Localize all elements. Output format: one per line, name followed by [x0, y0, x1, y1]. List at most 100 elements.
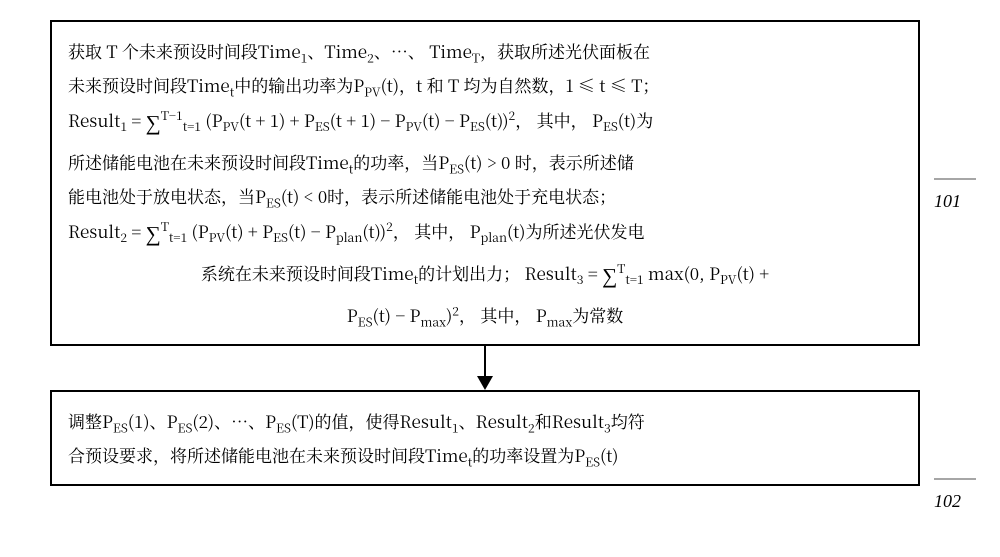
txt: 和 — [535, 408, 552, 433]
step-box-102: 调整PES(1)、PES(2)、…、PES(T)的值，使得Result1、Res… — [50, 390, 920, 486]
txt: P — [347, 302, 358, 327]
txt: (t) + — [736, 260, 769, 285]
txt: 的功率设置为 — [472, 442, 574, 467]
sup: T — [161, 217, 169, 235]
txt: (t + 1) − P — [330, 107, 406, 132]
txt: P — [255, 183, 266, 208]
sub: 3 — [577, 270, 584, 288]
txt: 、 — [307, 38, 324, 63]
txt: (t)为 — [618, 107, 653, 132]
txt: P — [574, 442, 585, 467]
txt: 均符 — [611, 408, 645, 433]
txt: P — [265, 408, 276, 433]
txt: (t)) — [485, 107, 509, 132]
sigma-icon: ∑ — [602, 255, 617, 298]
txt: Result — [524, 260, 576, 285]
txt: 未来预设时间段 — [68, 72, 187, 97]
txt: ， 其中， P — [459, 302, 547, 327]
sub: ES — [358, 312, 373, 330]
sub: T — [472, 48, 480, 66]
sub: t=1 — [183, 117, 201, 135]
formula-line: PES(t) − Pmax)2， 其中， Pmax为常数 — [68, 298, 902, 332]
sub: ES — [449, 159, 464, 177]
txt: 的功率，当 — [353, 149, 438, 174]
txt: (t)) — [362, 217, 386, 242]
sub: ES — [315, 117, 330, 135]
txt: Time — [425, 442, 468, 467]
txt: (t + 1) + P — [239, 107, 315, 132]
sub: PV — [720, 270, 736, 288]
txt: 中的输出功率为 — [234, 72, 353, 97]
txt: Time — [429, 38, 472, 63]
sup: T−1 — [161, 106, 183, 124]
sub: ES — [603, 117, 618, 135]
txt: (t) − P — [373, 302, 421, 327]
txt: max(0, P — [644, 260, 720, 285]
txt: (t) + P — [225, 217, 273, 242]
sub: max — [547, 312, 573, 330]
txt: P — [438, 149, 449, 174]
txt: (1)、 — [128, 408, 167, 433]
sub: ES — [470, 117, 485, 135]
leader-line-icon — [934, 478, 976, 480]
txt: Result — [68, 107, 120, 132]
sub: t=1 — [169, 228, 187, 246]
txt: (t)，t 和 T 均为自然数，1 ≤ t ≤ T； — [381, 72, 660, 97]
txt: Time — [306, 149, 349, 174]
sigma-icon: ∑ — [146, 102, 161, 145]
sub: plan — [336, 228, 363, 246]
sub: PV — [364, 82, 380, 100]
sub: 1 — [452, 418, 459, 436]
sigma-icon: ∑ — [146, 213, 161, 256]
flowchart: 获取 T 个未来预设时间段Time1、Time2、…、 TimeT，获取所述光伏… — [50, 20, 920, 486]
txt: (t) — [600, 442, 618, 467]
sub: 3 — [604, 418, 611, 436]
txt: Result — [476, 408, 528, 433]
txt: (t) < 0时，表示所述储能电池处于充电状态； — [281, 183, 616, 208]
txt: Time — [187, 72, 230, 97]
txt: Time — [371, 260, 414, 285]
txt: (t) − P — [422, 107, 470, 132]
sub: ES — [273, 228, 288, 246]
step-label-102: 102 — [934, 470, 980, 512]
txt: 的计划出力； — [418, 260, 524, 285]
txt: (T)的值，使得 — [291, 408, 400, 433]
flow-arrow — [50, 346, 920, 390]
sub: t=1 — [625, 270, 643, 288]
txt: 为常数 — [572, 302, 623, 327]
txt: ， 其中， P — [393, 217, 481, 242]
txt: (t) − P — [288, 217, 336, 242]
txt: ， 其中， P — [515, 107, 603, 132]
txt: (t)为所述光伏发电 — [507, 217, 644, 242]
sub: ES — [585, 452, 600, 470]
txt: 、 — [459, 408, 476, 433]
txt: (P — [187, 217, 208, 242]
sub: ES — [266, 193, 281, 211]
txt: 调整 — [68, 408, 102, 433]
label-text: 101 — [934, 191, 961, 211]
txt: Time — [258, 38, 301, 63]
txt: = — [127, 107, 146, 132]
txt: 合预设要求，将所述储能电池在未来预设时间段 — [68, 442, 425, 467]
sub: PV — [406, 117, 422, 135]
leader-line-icon — [934, 178, 976, 180]
sub: ES — [177, 418, 192, 436]
txt: 能电池处于放电状态，当 — [68, 183, 255, 208]
txt: 获取 T 个未来预设时间段 — [68, 38, 258, 63]
txt: 、…、 — [374, 38, 429, 63]
step-box-101: 获取 T 个未来预设时间段Time1、Time2、…、 TimeT，获取所述光伏… — [50, 20, 920, 346]
txt: Result — [68, 217, 120, 242]
sub: 2 — [528, 418, 535, 436]
sub: 2 — [367, 48, 374, 66]
txt: = — [127, 217, 146, 242]
sup: 2 — [386, 217, 393, 235]
txt: P — [167, 408, 178, 433]
label-text: 102 — [934, 491, 961, 511]
sub: ES — [276, 418, 291, 436]
txt: P — [353, 72, 364, 97]
txt: (2)、…、 — [192, 408, 265, 433]
sub: max — [420, 312, 446, 330]
txt: (P — [201, 107, 222, 132]
txt: = — [584, 260, 603, 285]
txt: Time — [324, 38, 367, 63]
